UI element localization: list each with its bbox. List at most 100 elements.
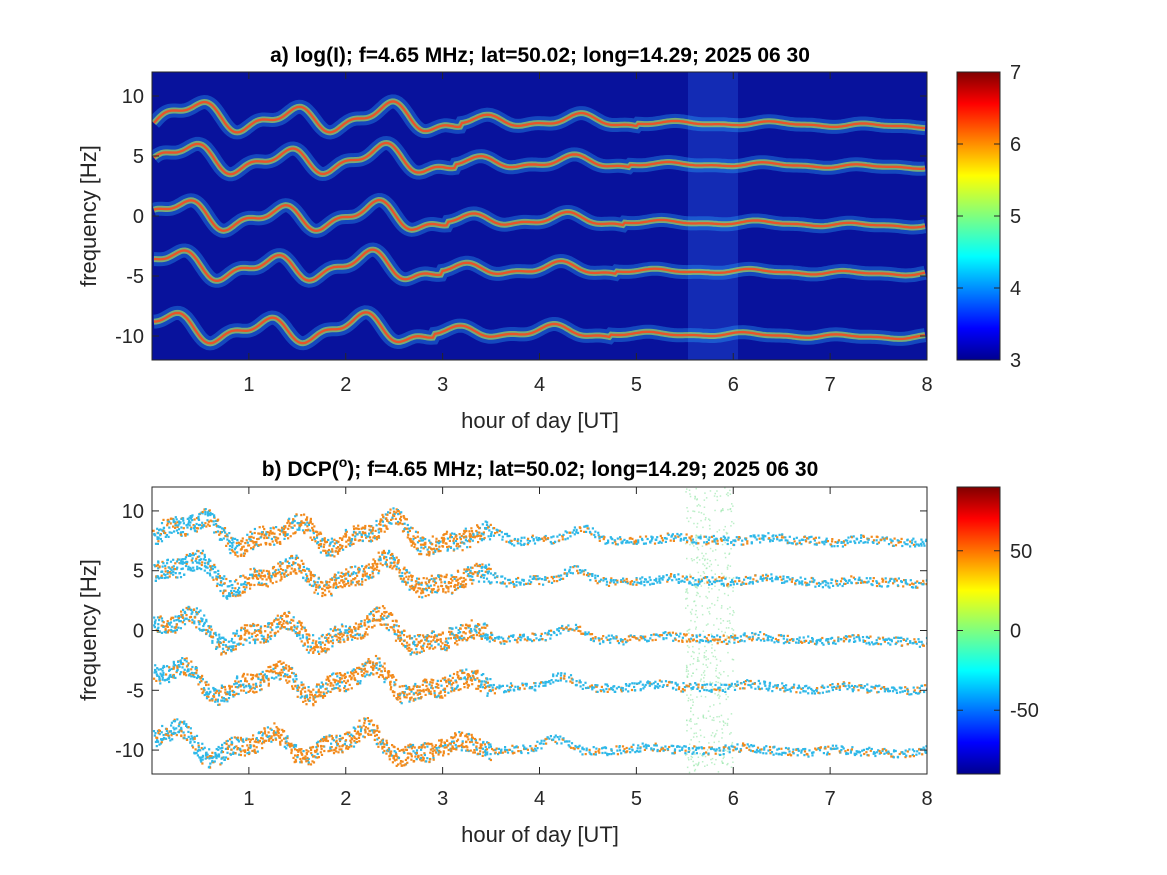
- noise-point: [693, 658, 695, 660]
- dcp-point: [180, 534, 183, 537]
- dcp-point: [263, 534, 266, 537]
- dcp-point: [439, 638, 442, 641]
- dcp-point: [299, 690, 302, 693]
- noise-point: [723, 575, 725, 577]
- dcp-point: [771, 579, 774, 582]
- dcp-point: [192, 675, 195, 678]
- dcp-point: [642, 635, 645, 638]
- noise-point: [717, 676, 719, 679]
- noise-point: [711, 762, 713, 764]
- noise-point: [732, 590, 734, 592]
- dcp-point: [430, 577, 433, 581]
- dcp-point: [740, 639, 743, 642]
- noise-point: [690, 655, 693, 658]
- dcp-point: [321, 647, 324, 651]
- dcp-point: [680, 580, 683, 583]
- dcp-point: [303, 643, 306, 646]
- dcp-point: [216, 646, 219, 649]
- dcp-point: [341, 635, 344, 638]
- dcp-point: [433, 578, 436, 581]
- dcp-point: [628, 537, 631, 540]
- dcp-point: [582, 632, 585, 635]
- dcp-point: [490, 531, 493, 534]
- dcp-point: [287, 628, 290, 631]
- dcp-point: [339, 543, 342, 547]
- dcp-point: [449, 546, 453, 549]
- dcp-point: [207, 687, 210, 690]
- dcp-point: [893, 636, 896, 639]
- dcp-point: [222, 537, 225, 540]
- dcp-point: [801, 583, 804, 586]
- dcp-point: [405, 581, 408, 584]
- noise-point: [703, 499, 706, 501]
- dcp-point: [327, 584, 330, 587]
- dcp-point: [405, 518, 408, 521]
- dcp-point: [352, 571, 355, 574]
- dcp-point: [560, 626, 563, 630]
- dcp-point: [190, 660, 193, 663]
- dcp-point: [360, 533, 363, 536]
- dcp-point: [372, 568, 375, 571]
- dcp-point: [191, 611, 194, 614]
- dcp-point: [616, 581, 619, 584]
- dcp-point: [428, 578, 431, 582]
- dcp-point: [246, 541, 249, 544]
- dcp-point: [472, 533, 475, 536]
- dcp-point: [478, 565, 481, 568]
- dcp-point: [375, 538, 378, 541]
- dcp-point: [400, 515, 403, 518]
- dcp-point: [205, 632, 208, 635]
- dcp-point: [299, 693, 303, 696]
- noise-point: [703, 513, 705, 516]
- dcp-point: [197, 550, 200, 553]
- dcp-point: [477, 541, 480, 544]
- dcp-point: [200, 558, 203, 561]
- dcp-point: [388, 612, 391, 615]
- dcp-point: [390, 613, 393, 616]
- dcp-point: [300, 683, 303, 687]
- dcp-point: [287, 669, 290, 672]
- dcp-point: [224, 688, 227, 691]
- dcp-point: [237, 680, 240, 683]
- dcp-point: [314, 642, 317, 645]
- dcp-point: [690, 637, 693, 640]
- dcp-point: [470, 630, 473, 633]
- dcp-point: [193, 518, 196, 521]
- dcp-point: [313, 525, 316, 528]
- dcp-point: [343, 583, 346, 586]
- dcp-point: [532, 538, 535, 541]
- dcp-point: [161, 675, 164, 678]
- dcp-point: [226, 648, 229, 652]
- dcp-point: [220, 652, 223, 655]
- dcp-point: [691, 583, 694, 586]
- dcp-point: [573, 565, 576, 568]
- dcp-point: [696, 584, 699, 587]
- dcp-point: [339, 575, 342, 578]
- dcp-point: [751, 632, 754, 635]
- dcp-point: [776, 536, 779, 539]
- dcp-point: [421, 539, 425, 542]
- dcp-point: [305, 567, 309, 570]
- dcp-point: [629, 583, 632, 586]
- dcp-point: [313, 696, 317, 699]
- dcp-point: [311, 528, 315, 531]
- dcp-point: [364, 578, 367, 582]
- dcp-point: [830, 545, 833, 548]
- noise-point: [706, 558, 709, 561]
- dcp-point: [841, 584, 844, 588]
- dcp-point: [599, 578, 603, 581]
- dcp-point: [365, 564, 368, 567]
- dcp-point: [187, 669, 190, 672]
- dcp-point: [684, 536, 687, 540]
- dcp-point: [484, 626, 487, 629]
- noise-point: [703, 680, 705, 683]
- dcp-point: [716, 642, 719, 645]
- dcp-point: [920, 538, 923, 541]
- noise-point: [694, 613, 697, 616]
- noise-point: [733, 611, 735, 614]
- dcp-point: [208, 691, 211, 694]
- dcp-point: [843, 577, 846, 580]
- dcp-point: [156, 563, 159, 567]
- dcp-point: [243, 633, 246, 636]
- noise-point: [724, 687, 727, 690]
